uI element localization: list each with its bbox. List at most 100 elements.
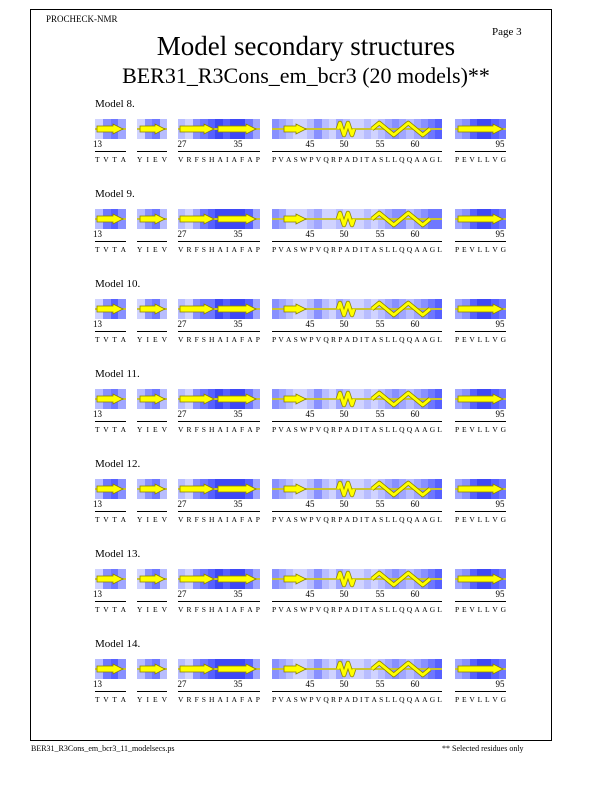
residue-letter: E bbox=[461, 695, 467, 704]
residue-letter: I bbox=[146, 695, 149, 704]
residue-letter: Y bbox=[137, 605, 143, 614]
residue-letter: Y bbox=[137, 695, 143, 704]
residue-letter: E bbox=[461, 515, 467, 524]
residue-letter: G bbox=[500, 425, 506, 434]
residue-letter: E bbox=[152, 245, 158, 254]
residue-letter: V bbox=[278, 335, 284, 344]
residue-letter: F bbox=[240, 605, 245, 614]
residue-rule bbox=[272, 511, 442, 512]
residue-rule bbox=[95, 241, 126, 242]
strand-arrow bbox=[179, 663, 215, 675]
residue-letter: H bbox=[209, 605, 215, 614]
residue-letter: R bbox=[186, 245, 192, 254]
residue-letter: P bbox=[272, 245, 277, 254]
residue-letter: P bbox=[272, 515, 277, 524]
residue-letter: F bbox=[194, 695, 199, 704]
model-label: Model 9. bbox=[95, 188, 135, 200]
residue-rule bbox=[455, 151, 506, 152]
residue-number: 95 bbox=[495, 319, 505, 329]
residue-number: 45 bbox=[305, 409, 315, 419]
residue-letter: T bbox=[112, 695, 117, 704]
residue-letter: I bbox=[146, 515, 149, 524]
residue-letter: L bbox=[437, 695, 442, 704]
residue-letter: I bbox=[226, 155, 229, 164]
residue-letter: L bbox=[392, 425, 397, 434]
residue-letter: V bbox=[315, 515, 322, 524]
residue-letter: D bbox=[352, 245, 358, 254]
strand-arrow bbox=[283, 573, 307, 585]
residue-letter: Q bbox=[406, 425, 413, 434]
residue-number: 50 bbox=[339, 589, 349, 599]
residue-letter: Q bbox=[406, 155, 413, 164]
residue-letter: W bbox=[300, 605, 308, 614]
residue-letter: I bbox=[359, 515, 363, 524]
residue-letter: F bbox=[194, 245, 199, 254]
residue-letter: S bbox=[379, 155, 384, 164]
residue-number: 27 bbox=[177, 319, 187, 329]
residue-letter: A bbox=[371, 695, 377, 704]
residue-letter: P bbox=[455, 605, 460, 614]
residue-letter: H bbox=[209, 515, 215, 524]
residue-letter: A bbox=[286, 515, 292, 524]
residue-letter: E bbox=[152, 695, 158, 704]
residue-letter: S bbox=[379, 245, 384, 254]
residue-number: 35 bbox=[233, 499, 243, 509]
residue-letter: T bbox=[364, 695, 370, 704]
page-frame bbox=[30, 9, 552, 741]
residue-letter: A bbox=[231, 695, 237, 704]
residue-letter: A bbox=[371, 515, 377, 524]
residue-letter: L bbox=[477, 695, 483, 704]
residue-letter: D bbox=[352, 605, 358, 614]
residue-rule bbox=[272, 601, 442, 602]
residue-rule bbox=[178, 241, 260, 242]
secondary-structure-svg bbox=[96, 120, 504, 138]
residue-letter: L bbox=[385, 335, 391, 344]
residue-letter: F bbox=[240, 515, 245, 524]
residue-letter: R bbox=[186, 335, 192, 344]
residue-rule bbox=[95, 151, 126, 152]
residue-letter: L bbox=[484, 425, 490, 434]
residue-letter: A bbox=[217, 335, 223, 344]
residue-number: 50 bbox=[339, 679, 349, 689]
residue-number: 13 bbox=[93, 589, 102, 599]
strand-arrow bbox=[179, 123, 215, 135]
residue-letter: T bbox=[364, 335, 370, 344]
residue-rule bbox=[455, 241, 506, 242]
residue-letter: L bbox=[437, 155, 442, 164]
strand-arrow bbox=[283, 303, 307, 315]
residue-letter: F bbox=[194, 425, 199, 434]
residue-letter: V bbox=[469, 245, 475, 254]
residue-number: 45 bbox=[305, 319, 315, 329]
residue-letter: P bbox=[272, 695, 277, 704]
backbone-line bbox=[272, 218, 442, 220]
residue-letter: P bbox=[272, 155, 277, 164]
strand-arrow bbox=[457, 573, 504, 585]
residue-rule bbox=[95, 601, 126, 602]
residue-letter: S bbox=[379, 515, 384, 524]
secondary-structure-svg bbox=[96, 390, 504, 408]
residue-letter: W bbox=[300, 515, 308, 524]
residue-letter: S bbox=[293, 335, 298, 344]
residue-number: 27 bbox=[177, 409, 187, 419]
residue-letter: V bbox=[469, 605, 475, 614]
residue-letter: L bbox=[477, 155, 483, 164]
residue-letter: Y bbox=[137, 245, 143, 254]
residue-letter: Q bbox=[323, 695, 329, 704]
residue-letter: R bbox=[331, 695, 337, 704]
strand-arrow bbox=[457, 213, 504, 225]
backbone-line bbox=[272, 578, 442, 580]
residue-letter: I bbox=[359, 335, 363, 344]
residue-letter: S bbox=[379, 335, 384, 344]
residue-letter: A bbox=[120, 425, 126, 434]
residue-letter: P bbox=[309, 425, 314, 434]
residue-letter: S bbox=[379, 425, 384, 434]
residue-letter: V bbox=[178, 425, 184, 434]
